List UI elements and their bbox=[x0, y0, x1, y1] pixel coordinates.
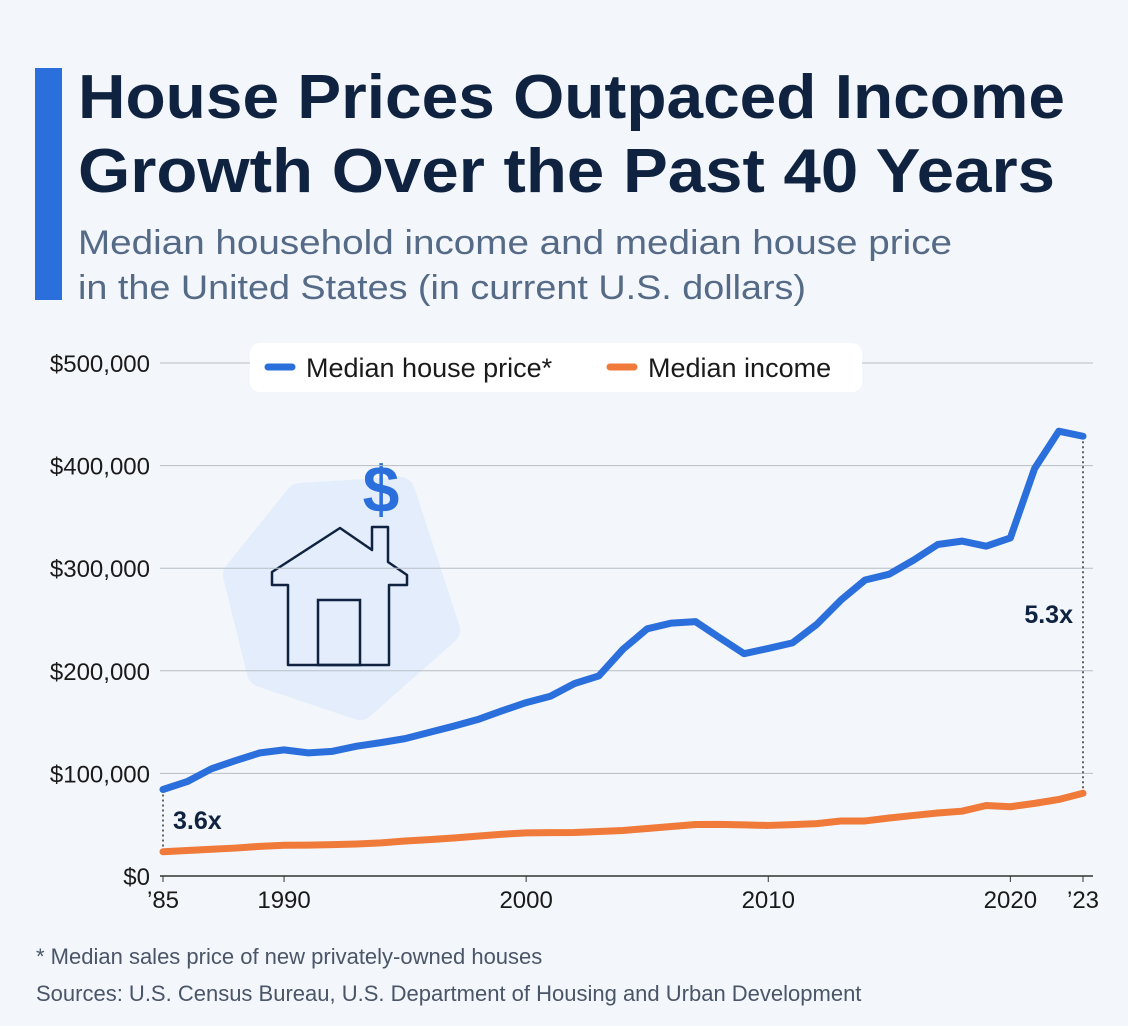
y-tick-label: $0 bbox=[123, 864, 150, 891]
y-tick-label: $100,000 bbox=[50, 761, 150, 788]
x-tick-label: 1990 bbox=[257, 887, 310, 914]
legend: Median house price* Median income bbox=[250, 343, 862, 392]
legend-box bbox=[250, 343, 862, 392]
annotation: 3.6x bbox=[173, 807, 222, 835]
chart-title: Growth Over the Past 40 Years bbox=[78, 137, 1055, 206]
source: Sources: U.S. Census Bureau, U.S. Depart… bbox=[36, 981, 861, 1006]
x-tick-label: 2000 bbox=[499, 887, 552, 914]
y-tick-label: $200,000 bbox=[50, 659, 150, 686]
y-tick-label: $500,000 bbox=[50, 351, 150, 378]
legend-label: Median income bbox=[648, 353, 831, 383]
svg-text:$: $ bbox=[363, 452, 400, 526]
y-tick-label: $400,000 bbox=[50, 454, 150, 481]
accent-bar bbox=[35, 68, 62, 300]
x-tick-label: ’23 bbox=[1067, 887, 1099, 914]
legend-label: Median house price* bbox=[306, 353, 553, 383]
house-icon: $ bbox=[223, 452, 460, 720]
chart-subtitle: Median household income and median house… bbox=[78, 224, 952, 262]
annotation: 5.3x bbox=[1024, 601, 1073, 629]
series-line bbox=[159, 789, 1087, 856]
x-tick-label: 2020 bbox=[984, 887, 1037, 914]
chart-subtitle: in the United States (in current U.S. do… bbox=[78, 269, 806, 307]
footnote: * Median sales price of new privately-ow… bbox=[36, 944, 542, 969]
x-tick-label: 2010 bbox=[742, 887, 795, 914]
chart-title: House Prices Outpaced Income bbox=[78, 63, 1065, 132]
x-tick-label: ’85 bbox=[147, 887, 179, 914]
y-tick-label: $300,000 bbox=[50, 556, 150, 583]
series-line bbox=[159, 427, 1087, 794]
